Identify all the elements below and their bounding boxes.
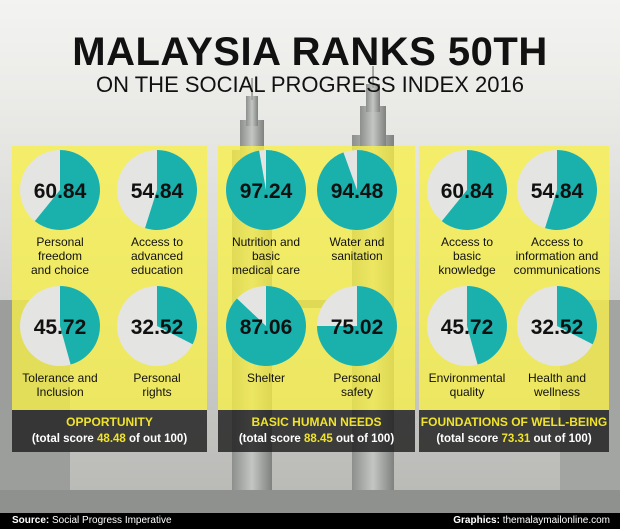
- pie-value-label: 54.84: [130, 180, 184, 203]
- source-label: Source:: [12, 515, 50, 526]
- graphics-credit: Graphics: themalaymailonline.com: [453, 513, 610, 529]
- total-prefix: (total score: [436, 433, 502, 445]
- ground: [0, 490, 620, 515]
- pie-chart: 54.84: [517, 150, 598, 230]
- pie-category-label: Access to information and communications: [513, 235, 601, 277]
- pie-value-slice: [225, 286, 306, 366]
- pie-chart: 45.72: [427, 286, 507, 366]
- pie-value-label: 60.84: [33, 180, 87, 203]
- pie-value-label: 60.84: [440, 180, 494, 203]
- pie-category-label: Water and sanitation: [329, 235, 385, 263]
- pie-chart: 75.02: [316, 286, 397, 366]
- pie-value-label: 97.24: [239, 180, 293, 203]
- total-score: (total score 88.45 out of 100): [218, 432, 415, 447]
- source-credit: Source: Social Progress Imperative: [12, 513, 172, 529]
- pie-chart: 32.52: [117, 286, 198, 366]
- footer-bar: Source: Social Progress Imperative Graph…: [0, 513, 620, 529]
- pie-svg: [225, 286, 306, 366]
- pie-svg: [316, 150, 397, 230]
- pie-category-label: Tolerance and Inclusion: [22, 371, 98, 399]
- pie-value-label: 87.06: [239, 316, 293, 339]
- category-name: BASIC HUMAN NEEDS: [251, 415, 382, 429]
- pie-value-label: 94.48: [330, 180, 384, 203]
- pie-value-slice: [60, 286, 100, 365]
- total-prefix: (total score: [31, 433, 98, 445]
- pie-value-label: 32.52: [530, 316, 584, 339]
- pie-value-slice: [157, 286, 198, 345]
- graphics-label: Graphics:: [453, 515, 500, 526]
- pie-chart: 94.48: [316, 150, 397, 230]
- pie-category-label: Personal rights: [133, 371, 181, 399]
- pie-svg: [427, 150, 507, 230]
- title-sub: ON THE SOCIAL PROGRESS INDEX 2016: [96, 72, 524, 97]
- category-name: FOUNDATIONS OF WELL-BEING: [420, 415, 608, 429]
- pie-chart: 45.72: [20, 286, 100, 366]
- pie-svg: [20, 150, 100, 230]
- panel-footer-opportunity: OPPORTUNITY (total score 48.48 of out 100…: [12, 410, 207, 452]
- total-score: (total score 73.31 out of 100): [419, 432, 609, 447]
- title-main: MALAYSIA RANKS 50TH: [72, 30, 548, 74]
- total-prefix: (total score: [238, 433, 305, 445]
- pie-svg: [427, 286, 507, 366]
- total-value: 88.45: [304, 433, 333, 445]
- pie-svg: [117, 150, 198, 230]
- total-value: 73.31: [501, 433, 531, 445]
- pie-value-slice: [226, 150, 307, 230]
- total-suffix: of out 100): [125, 433, 188, 445]
- graphics-text: themalaymailonline.com: [502, 515, 610, 526]
- pie-value-slice: [34, 150, 100, 230]
- pie-chart: 60.84: [427, 150, 507, 230]
- pie-category-label: Personal freedom and choice: [30, 235, 90, 277]
- total-suffix: out of 100): [332, 433, 395, 445]
- pie-svg: [226, 150, 307, 230]
- pie-value-label: 45.72: [33, 316, 87, 339]
- pie-value-slice: [467, 286, 507, 365]
- total-score: (total score 48.48 of out 100): [12, 432, 207, 447]
- pie-value-slice: [545, 150, 598, 230]
- pie-svg: [517, 150, 598, 230]
- total-value: 48.48: [97, 433, 126, 445]
- pie-chart: 87.06: [225, 286, 306, 366]
- pie-svg: [517, 286, 598, 366]
- pie-category-label: Access to basic knowledge: [438, 235, 496, 277]
- pie-svg: [117, 286, 198, 366]
- pie-chart: 97.24: [226, 150, 307, 230]
- pie-value-slice: [316, 150, 397, 230]
- pie-chart: 54.84: [117, 150, 198, 230]
- pie-category-label: Health and wellness: [527, 371, 587, 399]
- pie-category-label: Shelter: [246, 371, 286, 385]
- pie-category-label: Personal safety: [333, 371, 381, 399]
- pie-value-slice: [441, 150, 507, 230]
- panel-footer-basic: BASIC HUMAN NEEDS (total score 88.45 out …: [218, 410, 415, 452]
- pie-value-slice: [557, 286, 598, 345]
- pie-value-label: 75.02: [330, 316, 384, 339]
- pie-value-label: 32.52: [130, 316, 184, 339]
- total-suffix: out of 100): [530, 433, 592, 445]
- pie-category-label: Nutrition and basic medical care: [231, 235, 301, 277]
- pie-category-label: Environmental quality: [428, 371, 506, 399]
- pie-svg: [316, 286, 397, 366]
- pie-svg: [20, 286, 100, 366]
- source-text: Social Progress Imperative: [52, 515, 172, 526]
- pie-category-label: Access to advanced education: [130, 235, 184, 277]
- pie-value-slice: [145, 150, 198, 230]
- pie-chart: 60.84: [20, 150, 100, 230]
- pie-chart: 32.52: [517, 286, 598, 366]
- pie-value-label: 54.84: [530, 180, 584, 203]
- pie-value-slice: [316, 286, 397, 366]
- category-name: OPPORTUNITY: [66, 415, 153, 429]
- panel-footer-wellbeing: FOUNDATIONS OF WELL-BEING (total score 73…: [419, 410, 609, 452]
- pie-value-label: 45.72: [440, 316, 494, 339]
